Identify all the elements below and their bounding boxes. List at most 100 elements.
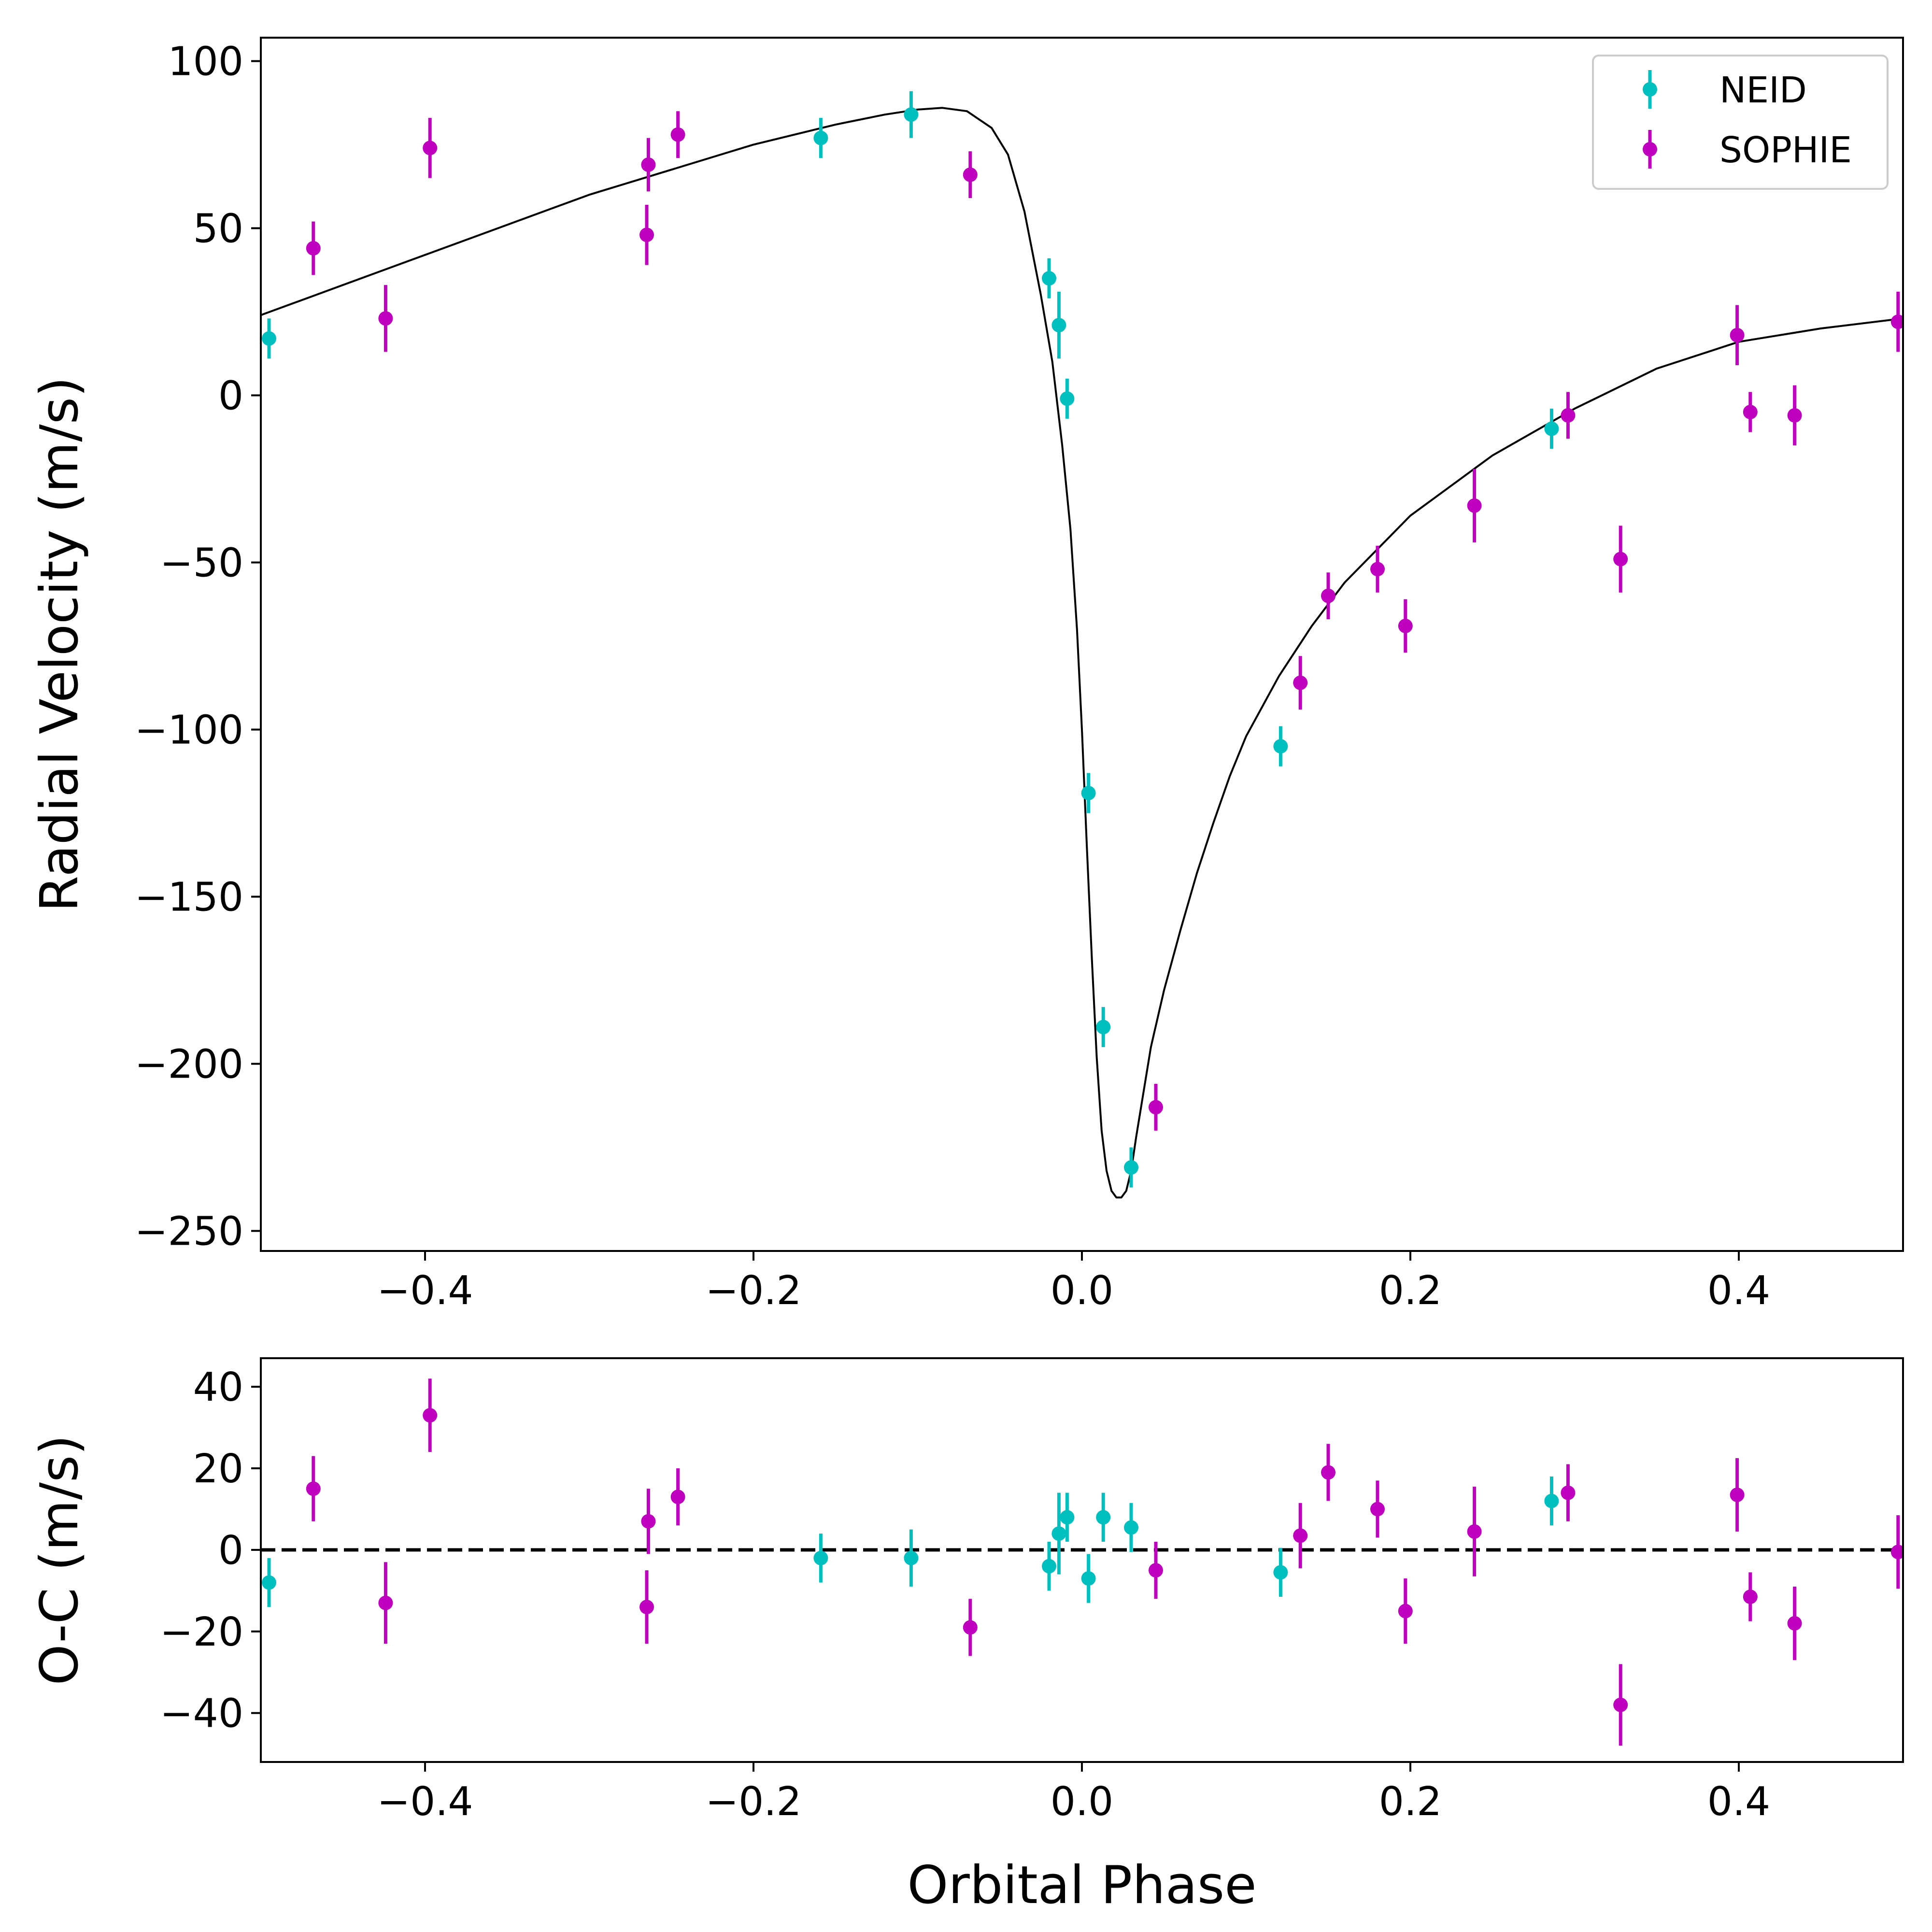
sophie-point bbox=[1890, 314, 1903, 329]
sophie-point bbox=[423, 141, 438, 156]
neid-point bbox=[1273, 739, 1288, 754]
sophie-point bbox=[963, 167, 978, 182]
x-tick-label: −0.4 bbox=[377, 1268, 473, 1314]
neid-point bbox=[1060, 391, 1075, 406]
x-tick-label: −0.2 bbox=[705, 1779, 801, 1825]
y-tick-label: 0 bbox=[218, 1528, 243, 1574]
neid-point bbox=[1096, 1510, 1111, 1525]
sophie-point bbox=[1890, 1545, 1903, 1560]
x-tick-label: 0.2 bbox=[1379, 1268, 1442, 1314]
x-tick-label: 0.4 bbox=[1707, 1779, 1770, 1825]
neid-point bbox=[1273, 1565, 1288, 1580]
neid-point bbox=[1081, 1571, 1096, 1586]
y-tick-label: −200 bbox=[135, 1041, 243, 1087]
sophie-point bbox=[1730, 327, 1745, 342]
y-tick-label: 40 bbox=[193, 1364, 243, 1410]
y-axis-title: O-C (m/s) bbox=[29, 1435, 90, 1686]
sophie-point bbox=[641, 157, 656, 172]
sophie-point bbox=[670, 1490, 685, 1505]
sophie-point bbox=[378, 311, 393, 326]
sophie-point bbox=[306, 1481, 321, 1496]
neid-point bbox=[1051, 318, 1066, 333]
x-tick-label: 0.0 bbox=[1051, 1268, 1113, 1314]
neid-point bbox=[1060, 1510, 1075, 1525]
sophie-point bbox=[1730, 1487, 1745, 1502]
sophie-point bbox=[670, 127, 685, 142]
sophie-point bbox=[1398, 1604, 1413, 1619]
neid-point bbox=[1042, 271, 1056, 286]
y-tick-label: 20 bbox=[193, 1446, 243, 1492]
plot-area bbox=[261, 1378, 1903, 1746]
sophie-point bbox=[1293, 1528, 1308, 1543]
sophie-point bbox=[1787, 1616, 1802, 1631]
rv-panel: −0.4 −0.2 0.0 0.2 0.4 100 50 0 −50 −100 −150 −200 −2… bbox=[29, 37, 1904, 1314]
y-tick-label: −50 bbox=[160, 540, 243, 586]
y-tick-label: −40 bbox=[160, 1691, 243, 1737]
legend-frame bbox=[1592, 55, 1889, 190]
x-tick-label: 0.4 bbox=[1707, 1268, 1770, 1314]
plot-frame bbox=[260, 1357, 1904, 1763]
neid-point bbox=[904, 1550, 919, 1565]
sophie-point bbox=[1149, 1563, 1163, 1578]
x-tick-label: −0.2 bbox=[705, 1268, 801, 1314]
y-tick-label: 0 bbox=[218, 373, 243, 419]
neid-point bbox=[262, 1575, 276, 1590]
legend-marker bbox=[1643, 142, 1657, 156]
neid-point bbox=[1124, 1520, 1138, 1535]
sophie-point bbox=[378, 1595, 393, 1610]
sophie-point bbox=[1398, 618, 1413, 633]
neid-point bbox=[262, 331, 276, 346]
residuals-panel: −0.4 −0.2 0.0 0.2 0.4 40 20 0 −20 −40 O-C (m/s) Orb… bbox=[29, 1357, 1904, 1916]
y-tick-label: −150 bbox=[135, 874, 243, 920]
sophie-point bbox=[641, 1514, 656, 1529]
x-tick-label: 0.2 bbox=[1379, 1779, 1442, 1825]
neid-point bbox=[1081, 785, 1096, 800]
sophie-point bbox=[1561, 1485, 1576, 1500]
neid-point bbox=[813, 1550, 828, 1565]
neid-point bbox=[813, 130, 828, 145]
sophie-point bbox=[1787, 408, 1802, 423]
sophie-point bbox=[1613, 552, 1628, 567]
neid-point bbox=[1051, 1526, 1066, 1541]
plot-area bbox=[261, 91, 1903, 1199]
x-axis-title: Orbital Phase bbox=[907, 1855, 1256, 1916]
y-tick-label: 50 bbox=[193, 206, 243, 252]
sophie-point bbox=[1149, 1100, 1163, 1115]
sophie-point bbox=[963, 1620, 978, 1635]
sophie-point bbox=[639, 227, 654, 242]
sophie-point bbox=[1370, 1502, 1385, 1517]
x-tick-label: 0.0 bbox=[1051, 1779, 1113, 1825]
legend: NEID SOPHIE bbox=[1592, 55, 1889, 190]
legend-label: NEID bbox=[1719, 70, 1807, 111]
sophie-point bbox=[306, 241, 321, 256]
sophie-point bbox=[423, 1408, 438, 1423]
y-tick-label: 100 bbox=[168, 39, 243, 85]
model-curve bbox=[261, 107, 1903, 1199]
sophie-point bbox=[1293, 675, 1308, 690]
sophie-point bbox=[1743, 405, 1758, 420]
sophie-point bbox=[1467, 1524, 1482, 1539]
neid-point bbox=[1544, 1493, 1559, 1508]
y-tick-label: −20 bbox=[160, 1609, 243, 1655]
sophie-point bbox=[1370, 562, 1385, 577]
sophie-point bbox=[1467, 498, 1482, 513]
y-tick-label: −100 bbox=[135, 707, 243, 753]
neid-point bbox=[1096, 1020, 1111, 1035]
y-tick-label: −250 bbox=[135, 1208, 243, 1254]
neid-point bbox=[904, 107, 919, 122]
plot-frame bbox=[260, 37, 1904, 1252]
sophie-point bbox=[1321, 1465, 1335, 1480]
legend-marker bbox=[1643, 82, 1657, 97]
legend-label: SOPHIE bbox=[1719, 129, 1852, 171]
sophie-point bbox=[1743, 1590, 1758, 1604]
x-tick-label: −0.4 bbox=[377, 1779, 473, 1825]
sophie-point bbox=[1561, 408, 1576, 423]
neid-point bbox=[1124, 1160, 1138, 1175]
neid-point bbox=[1042, 1559, 1056, 1574]
sophie-point bbox=[1321, 588, 1335, 603]
sophie-point bbox=[639, 1600, 654, 1615]
neid-point bbox=[1544, 421, 1559, 436]
y-axis-title: Radial Velocity (m/s) bbox=[29, 377, 90, 912]
sophie-point bbox=[1613, 1697, 1628, 1712]
